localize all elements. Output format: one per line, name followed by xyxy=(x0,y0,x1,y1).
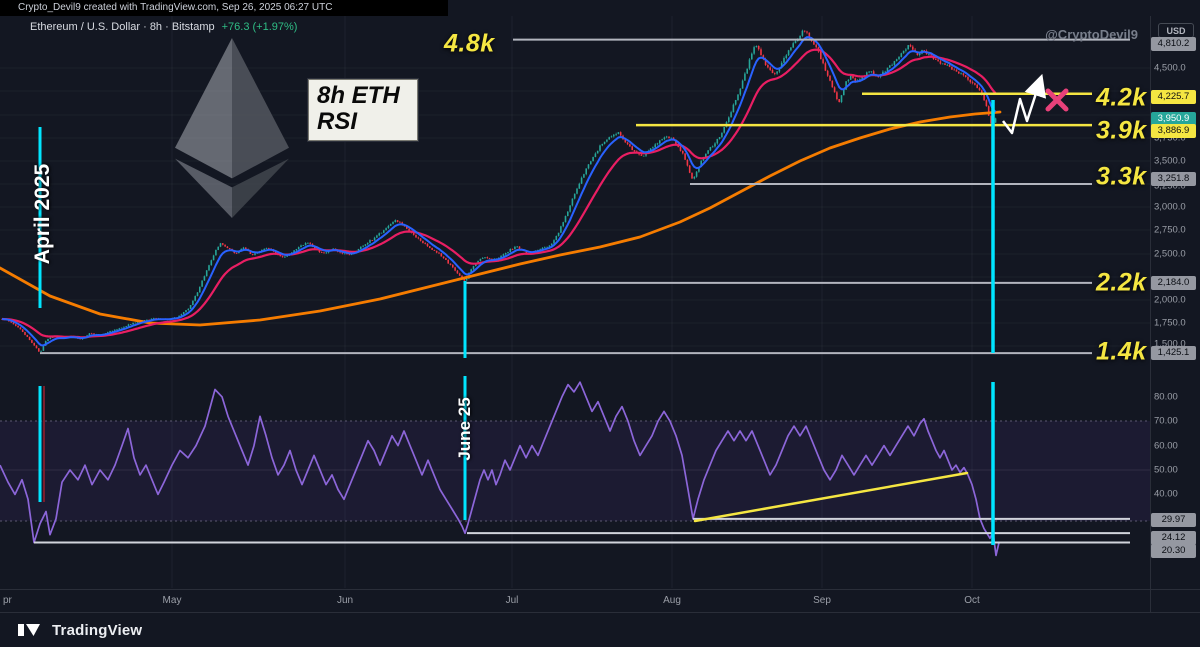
rsi-axis-tick[interactable]: 80.00 xyxy=(1154,391,1178,403)
june-25-label: June 25 xyxy=(455,397,474,461)
time-axis-label[interactable]: Sep xyxy=(813,595,831,606)
price-label-chip: 3,251.8 xyxy=(1151,172,1196,186)
time-axis-label[interactable]: Aug xyxy=(663,595,681,606)
price-axis-tick[interactable]: 3,750.0 xyxy=(1154,132,1186,144)
price-label-chip: 1,425.1 xyxy=(1151,346,1196,360)
tradingview-brand[interactable]: TradingView xyxy=(52,621,143,639)
price-axis-divider[interactable] xyxy=(1150,16,1151,613)
rsi-note-box: 8h ETH RSI xyxy=(308,79,418,141)
time-axis-label[interactable]: Oct xyxy=(964,595,980,606)
price-axis-tick[interactable]: 2,000.0 xyxy=(1154,294,1186,306)
credit-bar: Crypto_Devil9 created with TradingView.c… xyxy=(0,0,448,16)
watermark-handle: @CryptoDevil9 xyxy=(1045,27,1138,42)
footer-bar: TradingView xyxy=(0,612,1200,647)
price-axis-tick[interactable]: 2,750.0 xyxy=(1154,224,1186,236)
price-axis-tick[interactable]: 3,250.0 xyxy=(1154,180,1186,192)
orange-ma-line xyxy=(0,110,1002,327)
price-axis-tick[interactable]: 3,500.0 xyxy=(1154,155,1186,167)
tradingview-logo-icon[interactable] xyxy=(18,622,44,638)
price-label-chip: 2,184.0 xyxy=(1151,276,1196,290)
time-axis-divider xyxy=(0,589,1200,590)
price-label-chip: 4,225.7 xyxy=(1151,90,1196,104)
rsi-axis-tick[interactable]: 40.00 xyxy=(1154,488,1178,500)
price-label-chip: 3,950.9 xyxy=(1151,112,1196,126)
currency-label[interactable]: USD xyxy=(1158,23,1194,38)
level-label-2.2k: 2.2k xyxy=(1096,268,1147,297)
ethereum-logo xyxy=(175,38,289,218)
time-axis-label[interactable]: Jun xyxy=(336,595,354,606)
price-label-chip: 24.12 xyxy=(1151,531,1196,545)
price-axis-tick[interactable]: 1,750.0 xyxy=(1154,317,1186,329)
price-level-lines[interactable] xyxy=(40,38,1130,355)
magenta-ma-line xyxy=(1,48,997,339)
time-axis-label[interactable]: Jul xyxy=(505,595,519,606)
april-2025-label: April 2025 xyxy=(31,163,54,265)
projection-arrow[interactable] xyxy=(1002,73,1047,135)
price-axis-tick[interactable]: 1,500.0 xyxy=(1154,338,1186,350)
level-label-1.4k: 1.4k xyxy=(1096,337,1147,366)
price-change: +76.3 (+1.97%) xyxy=(221,21,298,33)
price-axis-tick[interactable]: 2,500.0 xyxy=(1154,248,1186,260)
candles-layer xyxy=(1,29,997,353)
price-axis-tick[interactable]: 4,500.0 xyxy=(1154,62,1186,74)
symbol-info[interactable]: Ethereum / U.S. Dollar · 8h · Bitstamp +7… xyxy=(30,21,297,33)
price-axis-tick[interactable]: 3,000.0 xyxy=(1154,201,1186,213)
credit-text: Crypto_Devil9 created with TradingView.c… xyxy=(18,2,333,13)
level-label-4.2k: 4.2k xyxy=(1096,83,1147,112)
level-label-3.3k: 3.3k xyxy=(1096,162,1147,191)
rejection-x-icon[interactable] xyxy=(1045,88,1069,112)
time-axis-label[interactable]: pr xyxy=(3,595,12,606)
price-label-chip: 3,886.9 xyxy=(1151,124,1196,138)
blue-ma-line xyxy=(1,36,997,347)
rsi-note-line2: RSI xyxy=(317,107,358,135)
price-label-chip: 29.97 xyxy=(1151,513,1196,527)
vertical-marker-lines[interactable] xyxy=(38,100,995,545)
price-label-chip: 20.30 xyxy=(1151,544,1196,558)
level-label-4.8k: 4.8k xyxy=(444,29,495,58)
rsi-trendline[interactable] xyxy=(693,471,969,523)
rsi-line xyxy=(0,381,1000,557)
symbol-title[interactable]: Ethereum / U.S. Dollar · 8h · Bitstamp xyxy=(30,21,215,33)
rsi-note-line1: 8h ETH xyxy=(317,82,400,109)
rsi-axis-tick[interactable]: 50.00 xyxy=(1154,464,1178,476)
rsi-level-lines[interactable] xyxy=(34,517,1130,544)
rsi-axis-tick[interactable]: 70.00 xyxy=(1154,415,1178,427)
level-label-3.9k: 3.9k xyxy=(1096,116,1147,145)
price-label-chip: 4,810.2 xyxy=(1151,37,1196,51)
time-axis-label[interactable]: May xyxy=(162,595,182,606)
rsi-axis-tick[interactable]: 60.00 xyxy=(1154,440,1178,452)
